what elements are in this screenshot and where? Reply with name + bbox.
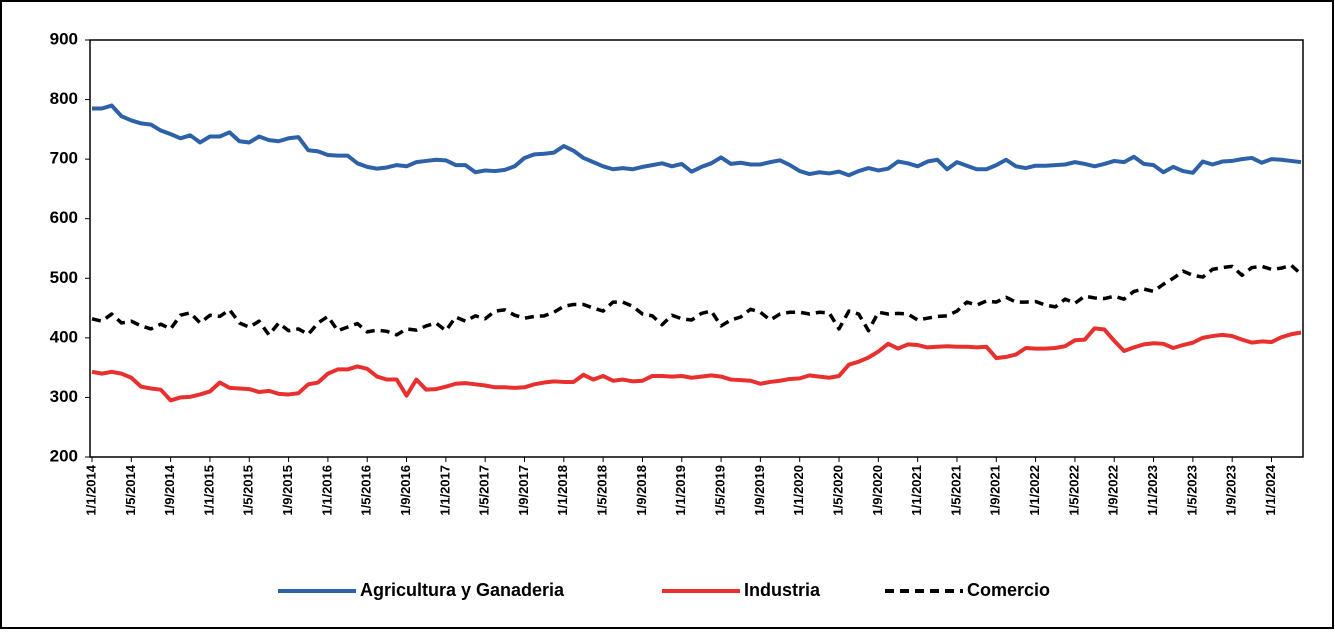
x-tick-label: 1/9/2014 xyxy=(162,464,177,515)
x-tick-label: 1/9/2015 xyxy=(280,465,295,516)
y-tick-label: 800 xyxy=(50,89,78,108)
legend-label: Agricultura y Ganaderia xyxy=(360,580,565,600)
x-tick-label: 1/9/2023 xyxy=(1224,465,1239,516)
x-tick-label: 1/1/2017 xyxy=(437,465,452,516)
series-line xyxy=(91,326,1302,403)
x-tick-label: 1/9/2016 xyxy=(398,465,413,516)
y-tick-label: 200 xyxy=(50,446,78,465)
series-line xyxy=(92,103,1302,178)
y-tick-label: 600 xyxy=(50,208,78,227)
legend-label: Comercio xyxy=(967,580,1050,600)
x-tick-label: 1/5/2019 xyxy=(713,465,728,516)
x-tick-label: 1/1/2015 xyxy=(201,465,216,516)
x-tick-label: 1/5/2015 xyxy=(241,465,256,516)
x-tick-label: 1/5/2021 xyxy=(948,465,963,516)
x-tick-label: 1/5/2018 xyxy=(595,465,610,516)
y-tick-label: 500 xyxy=(50,268,78,287)
x-tick-label: 1/1/2018 xyxy=(555,465,570,516)
x-tick-label: 1/5/2022 xyxy=(1066,465,1081,516)
x-tick-label: 1/5/2023 xyxy=(1184,465,1199,516)
x-tick-label: 1/9/2017 xyxy=(516,465,531,516)
x-tick-label: 1/1/2014 xyxy=(83,464,98,515)
plot-area xyxy=(89,39,1304,458)
x-tick-label: 1/9/2018 xyxy=(634,465,649,516)
x-tick-label: 1/9/2022 xyxy=(1106,465,1121,516)
legend-label: Industria xyxy=(744,580,821,600)
x-tick-label: 1/1/2019 xyxy=(673,465,688,516)
y-tick-label: 700 xyxy=(50,149,78,168)
x-tick-label: 1/5/2016 xyxy=(359,465,374,516)
x-tick-label: 1/1/2020 xyxy=(791,465,806,516)
x-tick-label: 1/1/2024 xyxy=(1263,464,1278,515)
y-tick-label: 300 xyxy=(50,387,78,406)
y-tick-label: 900 xyxy=(50,29,78,48)
x-tick-label: 1/9/2021 xyxy=(988,465,1003,516)
x-tick-label: 1/5/2014 xyxy=(123,464,138,515)
x-tick-label: 1/1/2021 xyxy=(909,465,924,516)
x-tick-label: 1/9/2019 xyxy=(752,465,767,516)
x-tick-label: 1/9/2020 xyxy=(870,465,885,516)
y-tick-label: 400 xyxy=(50,327,78,346)
x-tick-label: 1/1/2022 xyxy=(1027,465,1042,516)
x-tick-label: 1/1/2023 xyxy=(1145,465,1160,516)
x-tick-label: 1/5/2020 xyxy=(830,465,845,516)
x-tick-label: 1/5/2017 xyxy=(477,465,492,516)
x-tick-label: 1/1/2016 xyxy=(319,465,334,516)
